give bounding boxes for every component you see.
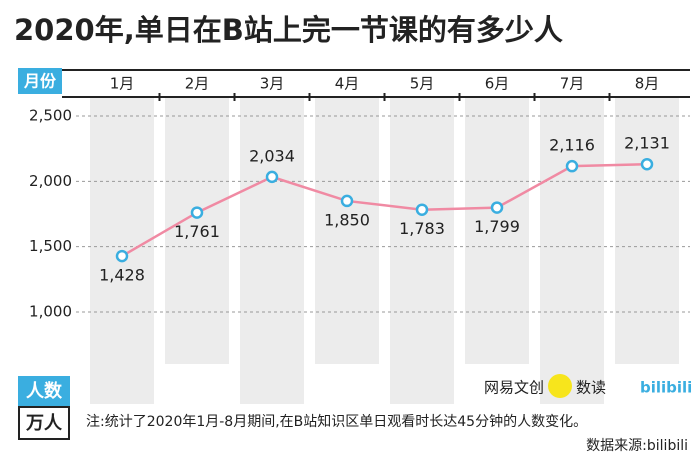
y-tick-label: 2,000 xyxy=(29,172,72,190)
x-tick-label: 5月 xyxy=(410,75,435,93)
value-label: 1,799 xyxy=(474,217,520,236)
chart-title: 2020年,单日在B站上完一节课的有多少人 xyxy=(14,13,563,47)
logo-dot xyxy=(548,374,572,398)
value-label: 2,034 xyxy=(249,146,295,165)
line xyxy=(121,162,648,258)
x-tick-label: 3月 xyxy=(260,75,285,93)
logo: 网易文创 xyxy=(484,379,544,397)
marker xyxy=(115,249,129,263)
marker xyxy=(190,206,204,219)
logo: 数读 xyxy=(576,379,606,397)
marker xyxy=(265,170,279,184)
y-unit: 万人 xyxy=(25,413,63,434)
value-label: 1,850 xyxy=(324,210,370,229)
marker xyxy=(415,203,429,216)
y-tick-label: 1,500 xyxy=(29,237,72,255)
logo: bilibili xyxy=(640,379,692,397)
source: 数据来源:bilibili xyxy=(586,438,688,454)
y-label-box xyxy=(18,376,70,406)
y-unit-box xyxy=(18,406,70,440)
value-label: 1,783 xyxy=(399,219,445,238)
x-label-box xyxy=(18,68,62,94)
x-tick-label: 6月 xyxy=(485,75,510,93)
y-tick-label: 1,000 xyxy=(29,303,72,321)
x-tick-label: 7月 xyxy=(560,75,585,93)
column-band xyxy=(615,98,679,364)
note: 注:统计了2020年1月-8月期间,在B站知识区单日观看时长达45分钟的人数变化… xyxy=(86,413,587,430)
x-tick-label: 8月 xyxy=(635,75,660,93)
marker xyxy=(340,194,354,208)
y-axis-label: 人数 xyxy=(26,380,63,402)
column-band xyxy=(540,98,604,404)
x-tick-label: 1月 xyxy=(110,75,135,93)
column-band xyxy=(165,98,229,364)
column-band xyxy=(465,98,529,364)
value-label: 1,761 xyxy=(174,222,220,241)
value-label: 2,131 xyxy=(624,134,670,153)
x-axis-label: 月份 xyxy=(23,72,57,91)
column-band xyxy=(240,98,304,404)
y-tick-label: 2,500 xyxy=(29,107,72,125)
x-tick-label: 4月 xyxy=(335,75,360,93)
value-label: 2,116 xyxy=(549,136,595,155)
marker xyxy=(640,157,654,171)
column-band xyxy=(390,98,454,404)
marker xyxy=(490,201,504,214)
x-tick-label: 2月 xyxy=(185,75,210,93)
marker xyxy=(565,159,579,173)
column-band xyxy=(315,98,379,364)
value-label: 1,428 xyxy=(99,266,145,285)
